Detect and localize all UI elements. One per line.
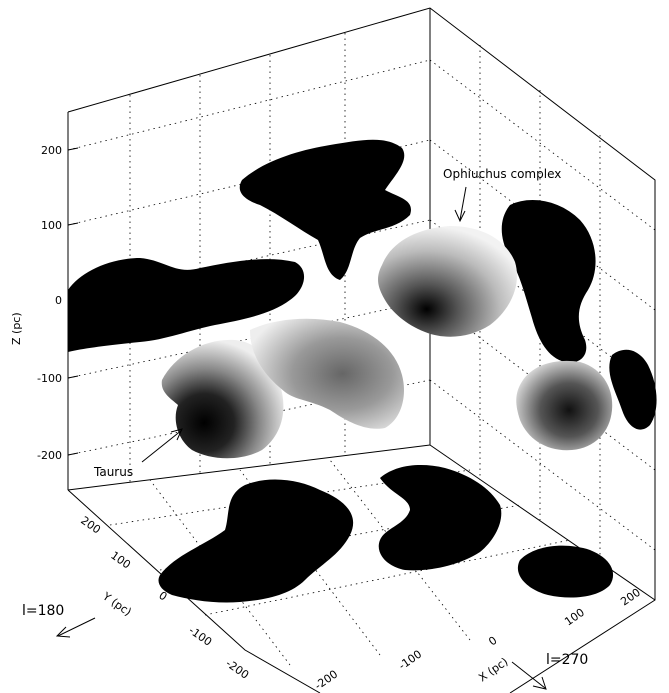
ophiuchus-label: Ophiuchus complex — [443, 167, 561, 181]
frame-back-edges — [67, 7, 656, 693]
y-tick-label: -200 — [223, 657, 251, 682]
x-axis-label: X (pc) — [476, 655, 510, 684]
x-tick-label: -200 — [312, 667, 340, 692]
cloud-projections — [68, 139, 657, 603]
cloud-surfaces — [161, 226, 613, 459]
l180-label: l=180 — [22, 603, 64, 619]
z-tick-label: 100 — [41, 219, 62, 232]
cloud-right-tall — [501, 200, 596, 363]
y-tick-label: 200 — [78, 514, 103, 537]
y-tick-label: -100 — [186, 624, 214, 649]
surface-ophiuchus — [378, 226, 518, 337]
grid-line — [67, 59, 431, 151]
z-tick-label: -100 — [37, 372, 62, 385]
y-axis-label: Y (pc) — [99, 589, 133, 618]
z-tick-label: 200 — [41, 144, 62, 157]
cloud-right-small — [609, 349, 657, 430]
ophiuchus-arrow — [454, 186, 467, 223]
frame-bottom-front — [67, 489, 321, 693]
cloud-bottom-left — [158, 479, 354, 603]
grid-line — [67, 299, 431, 379]
surface-taurus — [161, 339, 284, 459]
z-tick-label: 0 — [55, 294, 62, 307]
l270-label: l=270 — [546, 652, 588, 668]
grid-line — [67, 139, 431, 226]
z-axis-label: Z (pc) — [10, 312, 23, 345]
l180-arrow — [55, 617, 96, 638]
cloud-bottom-right — [517, 545, 614, 598]
surface-right — [516, 360, 613, 451]
taurus-arrow — [141, 428, 183, 463]
taurus-label: Taurus — [93, 465, 133, 479]
cloud-bottom-center — [378, 465, 502, 571]
frame-bottom-back-right — [429, 444, 656, 601]
l270-arrow — [511, 661, 547, 690]
box-frame — [67, 7, 656, 693]
y-tick-label: 0 — [156, 589, 169, 604]
y-tick-label: 100 — [108, 549, 133, 572]
surface-middle — [250, 318, 405, 429]
x-tick-label: 0 — [486, 634, 499, 649]
frame-bottom-back-left — [67, 444, 431, 491]
z-tick-labels: 200 100 0 -100 -200 — [37, 144, 62, 462]
x-tick-label: 100 — [562, 606, 587, 629]
cloud-left-z0 — [68, 258, 305, 352]
z-tick-label: -200 — [37, 449, 62, 462]
cloud-top-center — [239, 139, 411, 280]
x-tick-label: -100 — [396, 647, 424, 672]
